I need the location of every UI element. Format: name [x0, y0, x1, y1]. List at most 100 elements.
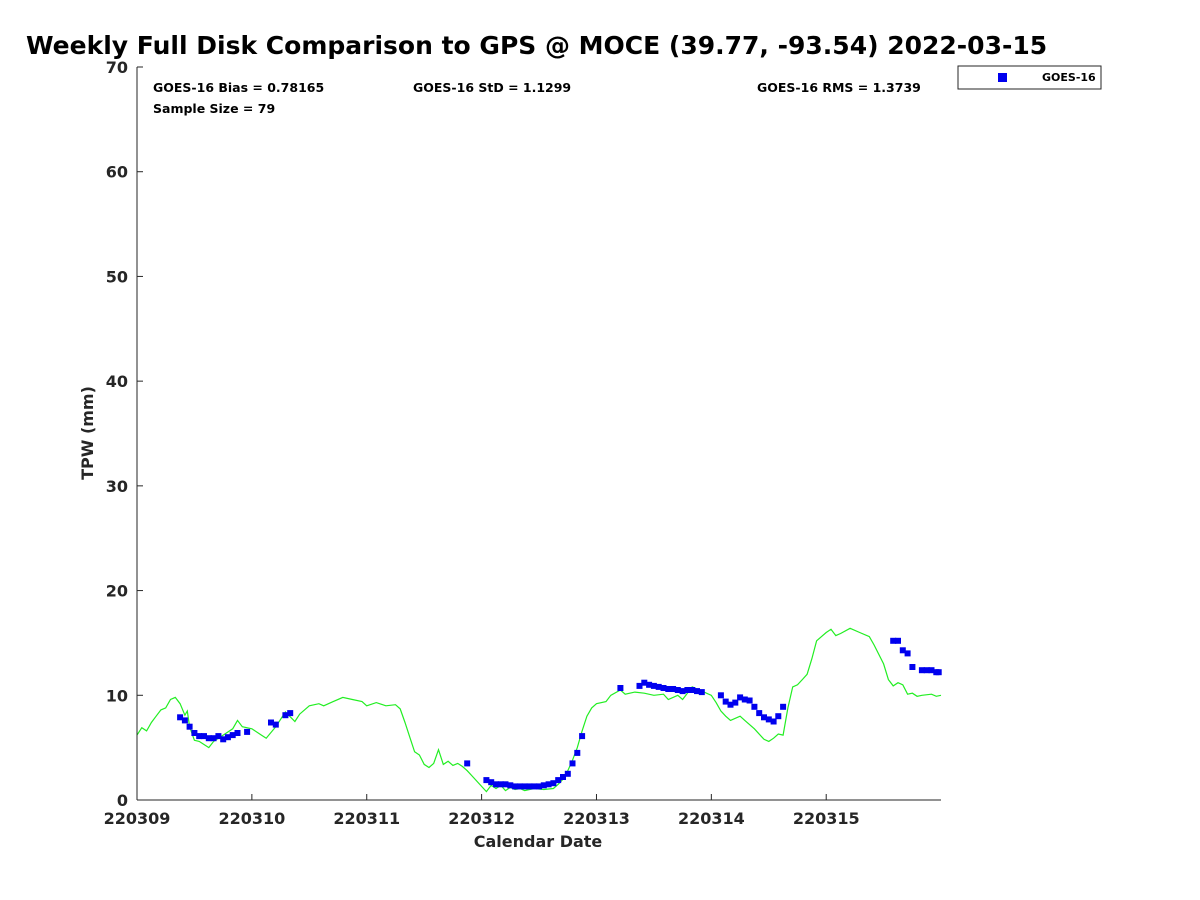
- y-tick-label: 0: [117, 791, 128, 810]
- data-point-goes16: [679, 688, 686, 695]
- x-tick-label: 220314: [678, 809, 745, 828]
- data-point-goes16: [918, 667, 925, 674]
- data-point-goes16: [272, 721, 279, 728]
- stat-rms: GOES-16 RMS = 1.3739: [757, 80, 921, 95]
- data-point-goes16: [282, 712, 289, 719]
- data-point-goes16: [895, 637, 901, 644]
- data-point-goes16: [674, 687, 681, 693]
- data-point-goes16: [560, 774, 566, 780]
- data-point-goes16: [717, 692, 724, 699]
- data-point-goes16: [526, 783, 533, 790]
- y-tick-label: 70: [106, 58, 128, 77]
- data-point-goes16: [483, 777, 490, 784]
- data-point-goes16: [617, 685, 624, 691]
- data-point-goes16: [756, 710, 763, 717]
- data-point-goes16: [244, 728, 251, 735]
- data-point-goes16: [684, 687, 691, 693]
- gps-line-layer: [136, 627, 942, 793]
- data-point-goes16: [201, 733, 207, 740]
- y-tick-label: 40: [106, 372, 128, 391]
- data-point-goes16: [545, 781, 552, 788]
- x-tick-label: 220313: [563, 809, 630, 828]
- y-axis-label: TPW (mm): [78, 386, 97, 480]
- data-point-goes16: [516, 783, 523, 790]
- data-point-goes16: [698, 689, 705, 696]
- x-tick-label: 220315: [793, 809, 860, 828]
- legend-marker-square-icon: [998, 73, 1007, 82]
- data-point-goes16: [564, 770, 571, 777]
- data-point-goes16: [761, 714, 767, 721]
- data-point-goes16: [641, 679, 648, 686]
- data-point-goes16: [737, 694, 744, 701]
- data-point-goes16: [770, 718, 777, 725]
- data-point-goes16: [780, 703, 787, 710]
- data-point-goes16: [186, 723, 193, 730]
- x-ticks: 220309 220310 220311 220312 220313 220314 2203…: [104, 794, 860, 828]
- data-point-goes16: [224, 734, 231, 741]
- data-point-goes16: [234, 730, 241, 736]
- data-point-goes16: [928, 667, 935, 674]
- data-point-goes16: [909, 664, 916, 670]
- data-point-goes16: [507, 782, 514, 789]
- legend-box: [957, 65, 1102, 90]
- data-point-goes16: [732, 699, 739, 706]
- data-point-goes16: [196, 733, 203, 740]
- stat-sample-size: Sample Size = 79: [153, 101, 275, 116]
- data-point-goes16: [521, 783, 528, 790]
- y-tick-label: 30: [106, 477, 128, 496]
- legend-label-goes16: GOES-16: [1042, 71, 1096, 84]
- data-point-goes16: [205, 735, 212, 742]
- y-ticks: 0 10 20 30 40 50 60 70: [106, 58, 143, 810]
- plot-area: [137, 67, 941, 800]
- data-point-goes16: [536, 783, 542, 790]
- data-point-goes16: [181, 717, 188, 724]
- data-point-goes16: [741, 696, 748, 703]
- data-point-goes16: [210, 735, 217, 742]
- x-axis-label: Calendar Date: [474, 832, 603, 851]
- stat-bias: GOES-16 Bias = 0.78165: [153, 80, 324, 95]
- data-point-goes16: [502, 781, 509, 788]
- chart-title: Weekly Full Disk Comparison to GPS @ MOC…: [26, 31, 1047, 60]
- legend: GOES-16: [957, 65, 1102, 90]
- data-point-goes16: [935, 669, 942, 676]
- data-point-goes16: [220, 736, 227, 743]
- x-tick-label: 220309: [104, 809, 171, 828]
- data-point-goes16: [751, 703, 758, 710]
- data-point-goes16: [569, 760, 576, 767]
- data-point-goes16: [746, 697, 753, 704]
- data-point-goes16: [497, 781, 504, 788]
- data-point-goes16: [540, 782, 547, 789]
- data-point-goes16: [464, 760, 471, 767]
- y-tick-label: 20: [106, 582, 128, 601]
- data-point-goes16: [904, 650, 911, 657]
- data-point-goes16: [890, 637, 897, 644]
- data-point-goes16: [493, 781, 499, 788]
- data-point-goes16: [636, 682, 643, 689]
- data-point-goes16: [899, 647, 906, 654]
- goes16-marker-layer: [177, 637, 942, 790]
- data-point-goes16: [550, 780, 557, 787]
- data-point-goes16: [287, 710, 294, 717]
- x-tick-label: 220311: [333, 809, 400, 828]
- data-point-goes16: [229, 732, 236, 739]
- data-point-goes16: [488, 779, 495, 786]
- data-point-goes16: [555, 777, 562, 784]
- data-point-goes16: [689, 687, 696, 693]
- data-point-goes16: [268, 719, 274, 726]
- y-tick-label: 60: [106, 163, 128, 182]
- data-point-goes16: [512, 783, 519, 790]
- data-point-goes16: [775, 713, 782, 720]
- data-point-goes16: [655, 683, 662, 690]
- data-point-goes16: [215, 733, 222, 740]
- data-point-goes16: [579, 733, 586, 740]
- data-point-goes16: [191, 730, 198, 736]
- data-point-goes16: [660, 685, 667, 691]
- data-point-goes16: [722, 698, 729, 705]
- data-point-goes16: [765, 716, 772, 723]
- y-tick-label: 10: [106, 686, 128, 705]
- data-point-goes16: [727, 701, 734, 708]
- data-point-goes16: [574, 749, 581, 756]
- series-line-gps: [136, 627, 942, 793]
- data-point-goes16: [531, 783, 538, 790]
